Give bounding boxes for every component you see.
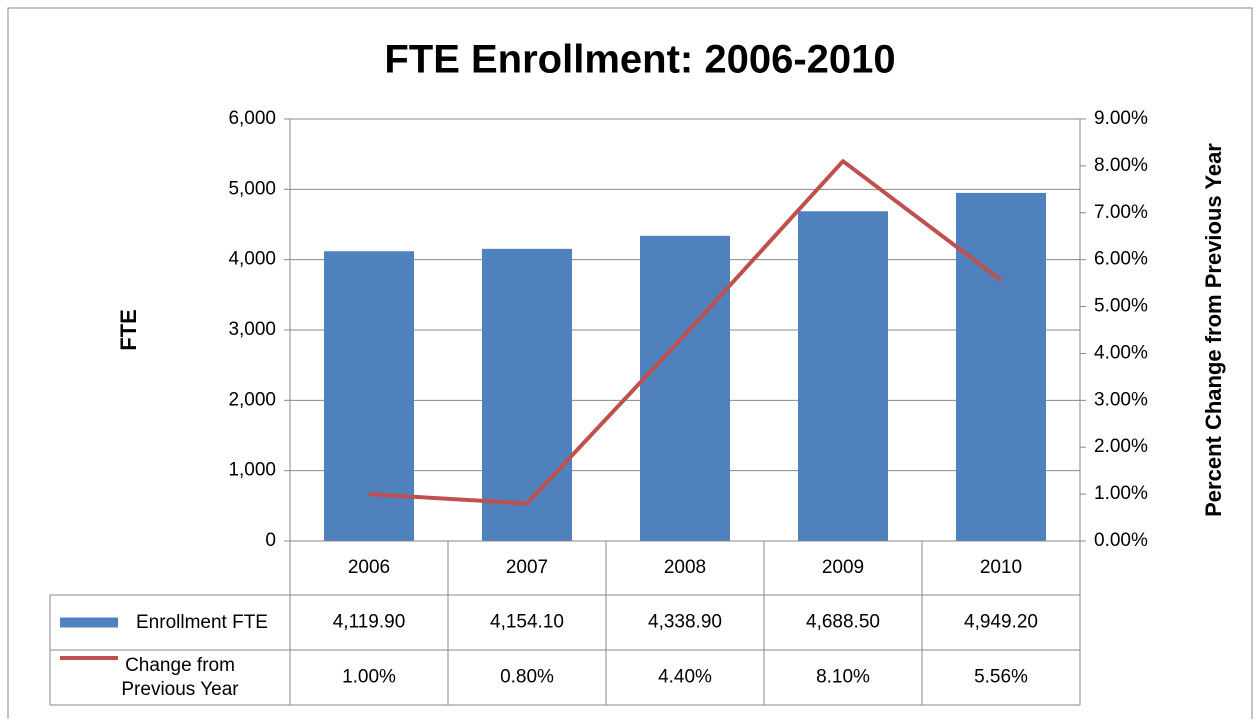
x-tick-label: 2009 bbox=[822, 557, 864, 578]
bar bbox=[956, 192, 1046, 542]
x-tick-label: 2006 bbox=[348, 557, 390, 578]
y-tick-label: 2,000 bbox=[228, 389, 276, 410]
y2-tick-label: 1.00% bbox=[1094, 483, 1148, 504]
x-tick-label: 2008 bbox=[664, 557, 706, 578]
line-series bbox=[368, 159, 1003, 506]
y2-tick-label: 8.00% bbox=[1094, 155, 1148, 176]
data-table-value: 4,119.90 bbox=[333, 612, 406, 633]
y2-tick-label: 5.00% bbox=[1094, 296, 1148, 317]
bar bbox=[798, 211, 888, 541]
data-table-value: 0.80% bbox=[500, 667, 554, 688]
y-tick-label: 4,000 bbox=[228, 249, 276, 270]
y2-tick-label: 9.00% bbox=[1094, 108, 1148, 129]
y2-tick-label: 7.00% bbox=[1094, 202, 1148, 223]
data-table-value: 4,949.20 bbox=[964, 612, 1038, 633]
bar bbox=[324, 251, 414, 541]
legend-cell: Change from Previous Year bbox=[121, 654, 239, 700]
y-tick-label: 6,000 bbox=[228, 108, 276, 129]
bar bbox=[640, 235, 730, 542]
y-tick-label: 1,000 bbox=[228, 460, 276, 481]
y2-axis-label: Percent Change from Previous Year bbox=[1201, 143, 1226, 517]
y-tick-label: 5,000 bbox=[228, 178, 276, 199]
data-table-value: 8.10% bbox=[816, 667, 870, 688]
data-table-value: 4,154.10 bbox=[490, 612, 564, 633]
legend-label: Enrollment FTE bbox=[136, 611, 268, 633]
legend-swatch bbox=[60, 617, 118, 628]
data-table-value: 5.56% bbox=[974, 667, 1028, 688]
bar bbox=[482, 248, 572, 541]
x-tick-label: 2007 bbox=[506, 557, 548, 578]
data-table-value: 4,338.90 bbox=[648, 612, 722, 633]
data-table-value: 1.00% bbox=[342, 667, 396, 688]
legend-label: Change from Previous Year bbox=[121, 654, 239, 700]
y-tick-label: 3,000 bbox=[228, 319, 276, 340]
x-tick-label: 2010 bbox=[980, 557, 1022, 578]
y-axis-label: FTE bbox=[116, 309, 141, 351]
y-tick-label: 0 bbox=[265, 530, 276, 551]
data-table-value: 4.40% bbox=[658, 667, 712, 688]
y2-tick-label: 2.00% bbox=[1094, 436, 1148, 457]
legend-cell: Enrollment FTE bbox=[136, 611, 268, 633]
y2-tick-label: 4.00% bbox=[1094, 342, 1148, 363]
y2-tick-label: 0.00% bbox=[1094, 530, 1148, 551]
y2-tick-label: 6.00% bbox=[1094, 249, 1148, 270]
chart-title: FTE Enrollment: 2006-2010 bbox=[384, 38, 895, 82]
y2-tick-label: 3.00% bbox=[1094, 389, 1148, 410]
data-table-value: 4,688.50 bbox=[806, 612, 880, 633]
